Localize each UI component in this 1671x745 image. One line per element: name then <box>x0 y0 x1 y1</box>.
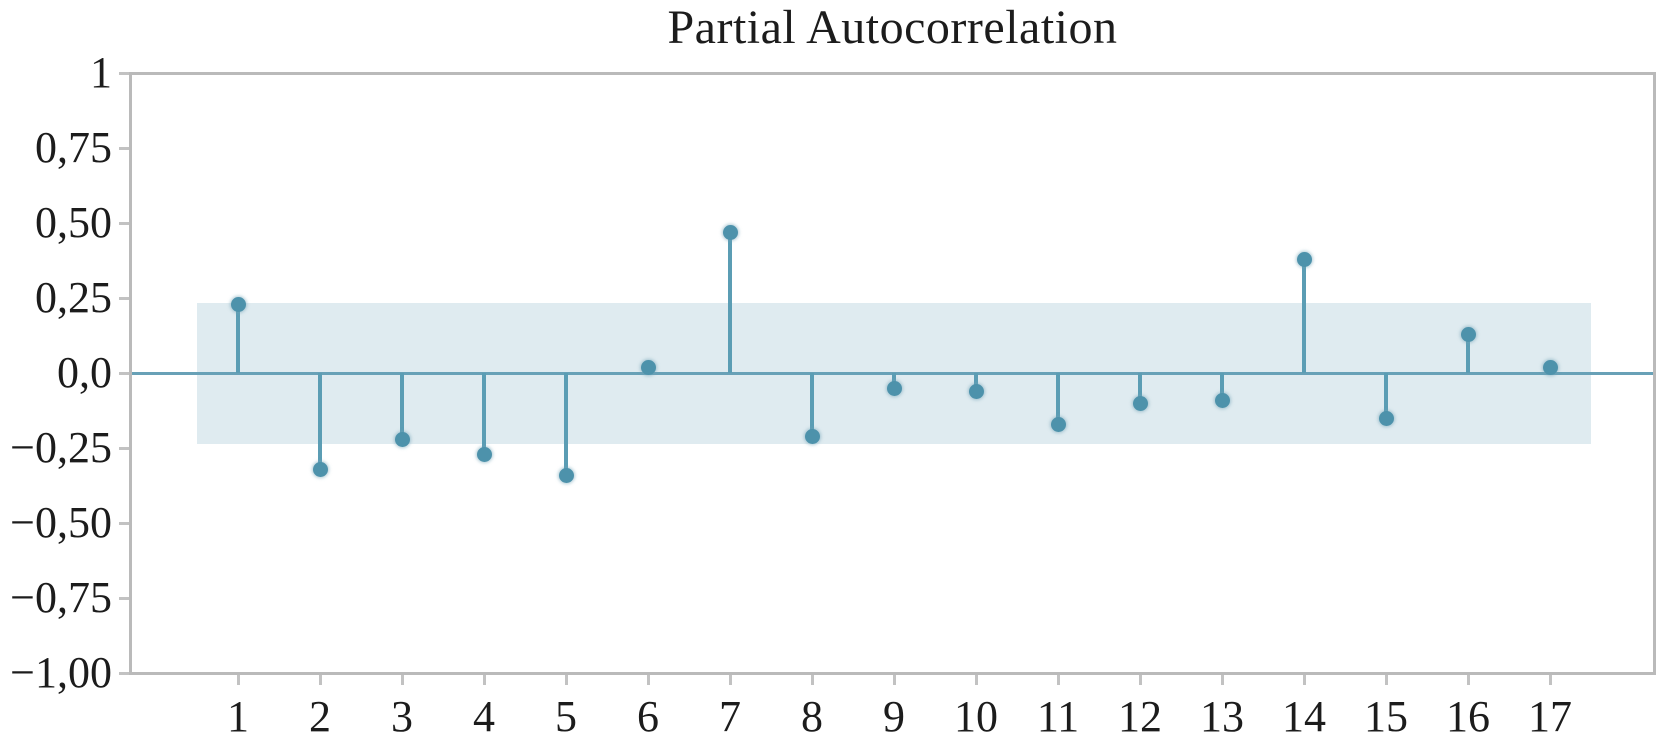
x-axis-tick-label: 17 <box>1528 692 1572 741</box>
x-axis-tick-label: 14 <box>1282 692 1326 741</box>
stem-lag-14 <box>1302 259 1306 373</box>
x-axis-tick-label: 11 <box>1036 692 1080 741</box>
stem-dot-lag-8 <box>804 428 820 444</box>
x-axis-tick-label: 3 <box>391 692 413 741</box>
stem-lag-12 <box>1138 373 1142 403</box>
x-axis-tick <box>1303 675 1306 685</box>
plot-area <box>129 72 1656 675</box>
stem-dot-lag-14 <box>1296 251 1312 267</box>
y-axis-tick-label: −0,25 <box>10 423 112 472</box>
x-axis-tick <box>975 675 978 685</box>
x-axis-tick <box>237 675 240 685</box>
stem-dot-lag-10 <box>968 383 984 399</box>
y-axis-tick-label: 0,50 <box>35 198 112 247</box>
stem-lag-15 <box>1384 373 1388 418</box>
stem-dot-lag-5 <box>558 467 574 483</box>
x-axis-tick <box>319 675 322 685</box>
x-axis-tick-label: 6 <box>637 692 659 741</box>
x-axis-tick-label: 8 <box>801 692 823 741</box>
stem-dot-lag-3 <box>394 431 410 447</box>
stem-dot-lag-12 <box>1132 395 1148 411</box>
x-axis-tick-label: 7 <box>719 692 741 741</box>
stem-dot-lag-13 <box>1214 392 1230 408</box>
x-axis-tick <box>1385 675 1388 685</box>
stem-dot-lag-6 <box>640 359 656 375</box>
x-axis-tick <box>1549 675 1552 685</box>
y-axis-tick-label: −0,50 <box>10 498 112 547</box>
y-axis-tick-label: −0,75 <box>10 573 112 622</box>
x-axis-tick-label: 5 <box>555 692 577 741</box>
y-axis-tick-label: 1 <box>90 48 112 97</box>
stem-lag-4 <box>482 373 486 454</box>
x-axis-tick-label: 2 <box>309 692 331 741</box>
y-axis-tick <box>119 297 129 300</box>
stem-lag-8 <box>810 373 814 436</box>
stem-dot-lag-4 <box>476 446 492 462</box>
y-axis-tick <box>119 147 129 150</box>
x-axis-tick <box>729 675 732 685</box>
x-axis-tick-label: 10 <box>954 692 998 741</box>
y-axis-tick <box>119 222 129 225</box>
x-axis-tick <box>565 675 568 685</box>
stem-lag-7 <box>728 232 732 373</box>
y-axis-tick-label: −1,00 <box>10 648 112 697</box>
stem-lag-10 <box>974 373 978 391</box>
x-axis-tick-label: 13 <box>1200 692 1244 741</box>
y-axis-tick-label: 0,75 <box>35 123 112 172</box>
y-axis-tick <box>119 522 129 525</box>
x-axis-tick <box>647 675 650 685</box>
stem-dot-lag-11 <box>1050 416 1066 432</box>
y-axis-tick-label: 0,0 <box>57 348 112 397</box>
stem-dot-lag-9 <box>886 380 902 396</box>
x-axis-tick <box>1139 675 1142 685</box>
x-axis-tick-label: 4 <box>473 692 495 741</box>
stem-dot-lag-2 <box>312 461 328 477</box>
x-axis-tick-label: 16 <box>1446 692 1490 741</box>
x-axis-tick <box>893 675 896 685</box>
chart-title: Partial Autocorrelation <box>667 1 1118 54</box>
stem-dot-lag-17 <box>1542 359 1558 375</box>
y-axis-tick <box>119 372 129 375</box>
x-axis-tick <box>1467 675 1470 685</box>
x-axis-tick <box>811 675 814 685</box>
y-axis-tick <box>119 447 129 450</box>
x-axis-tick <box>483 675 486 685</box>
x-axis-tick-label: 12 <box>1118 692 1162 741</box>
x-axis-tick-label: 9 <box>883 692 905 741</box>
y-axis-tick <box>119 672 129 675</box>
x-axis-tick-label: 1 <box>227 692 249 741</box>
stem-lag-13 <box>1220 373 1224 400</box>
x-axis-tick-label: 15 <box>1364 692 1408 741</box>
stem-lag-11 <box>1056 373 1060 424</box>
stem-lag-16 <box>1466 334 1470 373</box>
stem-dot-lag-15 <box>1378 410 1394 426</box>
stem-lag-1 <box>236 304 240 373</box>
x-axis-tick <box>1221 675 1224 685</box>
stem-lag-5 <box>564 373 568 475</box>
stem-dot-lag-16 <box>1460 326 1476 342</box>
stem-dot-lag-1 <box>230 296 246 312</box>
stem-lag-3 <box>400 373 404 439</box>
y-axis-tick <box>119 72 129 75</box>
x-axis-tick <box>401 675 404 685</box>
x-axis-tick <box>1057 675 1060 685</box>
y-axis-tick-label: 0,25 <box>35 273 112 322</box>
stem-lag-2 <box>318 373 322 469</box>
stem-dot-lag-7 <box>722 224 738 240</box>
y-axis-tick <box>119 597 129 600</box>
